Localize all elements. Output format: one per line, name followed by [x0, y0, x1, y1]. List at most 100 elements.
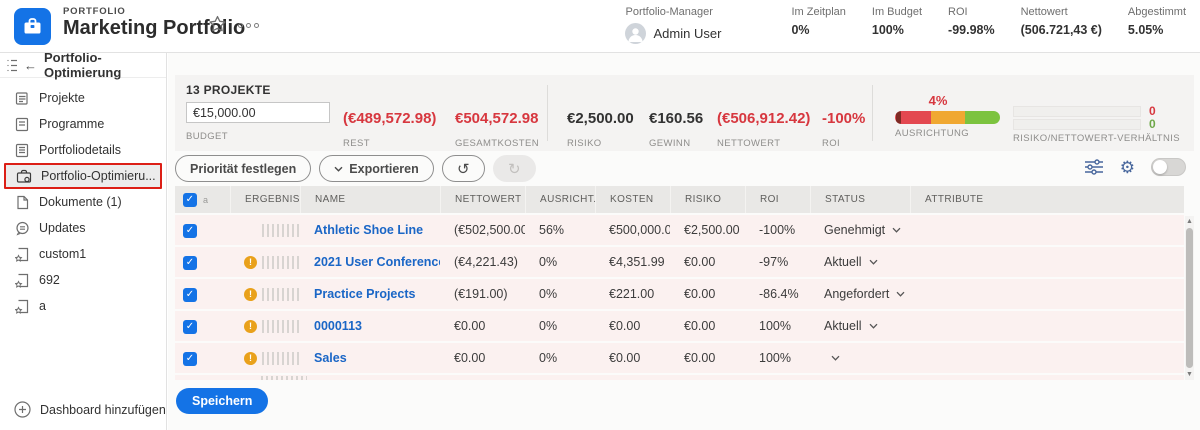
col-header-ergebnis[interactable]: ERGEBNIS: [230, 186, 300, 213]
kpi-gesamtkosten: €504,572.98 GESAMTKOSTEN: [455, 110, 539, 149]
col-header-name[interactable]: NAME: [300, 186, 440, 213]
custom-form-icon: [14, 299, 30, 314]
projects-table: ✓ a ERGEBNIS NAME NETTOWERT ↑ AUSRICHT..…: [175, 186, 1184, 380]
settings-gear-icon[interactable]: ⚙: [1119, 157, 1135, 177]
project-name-link[interactable]: 0000113: [314, 319, 362, 333]
status-dropdown[interactable]: Angefordert: [810, 287, 910, 301]
row-checkbox[interactable]: ✓: [183, 352, 197, 366]
risk-bar: [1013, 105, 1141, 117]
col-header-risiko[interactable]: RISIKO: [670, 186, 745, 213]
status-dropdown[interactable]: [810, 355, 910, 361]
status-dropdown[interactable]: Genehmigt: [810, 223, 910, 237]
stat-label: Portfolio-Manager: [625, 6, 713, 18]
kpi-value: (€506,912.42): [717, 110, 811, 127]
favorite-star-icon[interactable]: [208, 15, 227, 33]
project-name-link[interactable]: Athletic Shoe Line: [314, 223, 424, 237]
ergebnis-cell: !: [230, 287, 300, 301]
table-row: ✓ ! 2021 User Conference (€4,221.43) 0% …: [175, 247, 1184, 277]
save-button[interactable]: Speichern: [176, 388, 269, 414]
kpi-risiko: €2,500.00 RISIKO: [567, 110, 634, 149]
add-dashboard-label: Dashboard hinzufügen: [40, 402, 166, 417]
select-all-checkbox[interactable]: ✓: [183, 192, 197, 207]
redo-button[interactable]: ↻: [492, 155, 536, 182]
status-label: Aktuell: [824, 319, 862, 333]
risiko-cell: €0.00: [684, 351, 716, 365]
custom-form-icon: [14, 247, 30, 262]
roi-cell: 100%: [759, 319, 791, 333]
sidebar-item-portfoliodetails[interactable]: Portfoliodetails: [0, 137, 166, 163]
alignment-bar: [895, 111, 1000, 124]
row-checkbox[interactable]: ✓: [183, 320, 197, 334]
chevron-down-icon: [869, 323, 878, 329]
vertical-scrollbar[interactable]: ▲ ▼: [1185, 216, 1194, 380]
sidebar-item-programme[interactable]: Programme: [0, 111, 166, 137]
sidebar-item-label: 692: [39, 273, 60, 287]
export-button[interactable]: Exportieren: [319, 155, 434, 182]
row-checkbox[interactable]: ✓: [183, 224, 197, 238]
kpi-gewinn: €160.56 GEWINN: [649, 110, 703, 149]
more-options-icon[interactable]: [238, 23, 259, 28]
alignment-gauge: 4% AUSRICHTUNG: [895, 93, 1000, 139]
undo-button[interactable]: ↺: [441, 155, 485, 182]
col-header-kosten[interactable]: KOSTEN: [595, 186, 670, 213]
sidebar-item-projekte[interactable]: Projekte: [0, 85, 166, 111]
budget-input[interactable]: [186, 102, 330, 123]
scroll-up-arrow[interactable]: ▲: [1186, 218, 1193, 225]
row-checkbox[interactable]: ✓: [183, 288, 197, 302]
divider: [872, 85, 873, 141]
status-dropdown[interactable]: Aktuell: [810, 255, 910, 269]
ausrichtung-cell: 0%: [539, 255, 558, 269]
kpi-value: -100%: [822, 110, 866, 127]
ratio-label: RISIKO/NETTOWERT-VERHÄLTNIS: [1013, 133, 1181, 144]
set-priority-button[interactable]: Priorität festlegen: [175, 155, 312, 182]
status-label: Genehmigt: [824, 223, 886, 237]
net-value-stat: Nettowert (506.721,43 €): [1021, 6, 1102, 44]
projects-count: 13 PROJEKTE: [186, 83, 271, 97]
col-header-ausrichtung[interactable]: AUSRICHT...: [525, 186, 595, 213]
row-checkbox[interactable]: ✓: [183, 256, 197, 270]
sidebar-item-dokumente[interactable]: Dokumente (1): [0, 189, 166, 215]
back-arrow-icon[interactable]: ←: [24, 57, 37, 73]
projects-icon: [14, 91, 30, 106]
nav-list-icon[interactable]: [7, 59, 17, 72]
export-label: Exportieren: [349, 161, 419, 176]
sidebar-header: ← Portfolio-Optimierung: [0, 50, 166, 80]
redo-icon: ↻: [507, 160, 521, 178]
details-icon: [14, 143, 30, 158]
kpi-summary-band: 13 PROJEKTE BUDGET (€489,572.98) REST €5…: [175, 75, 1194, 151]
col-header-roi[interactable]: ROI: [745, 186, 810, 213]
alignment-marker: [896, 111, 901, 124]
scroll-down-arrow[interactable]: ▼: [1186, 371, 1193, 378]
result-histogram: [262, 255, 300, 269]
col-header-status[interactable]: STATUS: [810, 186, 910, 213]
kpi-label: ROI: [822, 138, 841, 149]
roi-cell: -100%: [759, 223, 796, 237]
filter-sliders-icon[interactable]: [1084, 159, 1104, 175]
sidebar-item-custom1[interactable]: custom1: [0, 241, 166, 267]
kpi-label: GEWINN: [649, 138, 691, 149]
sidebar-item-692[interactable]: 692: [0, 267, 166, 293]
project-name-link[interactable]: Practice Projects: [314, 287, 416, 301]
status-label: Aktuell: [824, 255, 862, 269]
status-dropdown[interactable]: Aktuell: [810, 319, 910, 333]
kpi-label: GESAMTKOSTEN: [455, 138, 539, 149]
view-toggle[interactable]: [1151, 158, 1186, 176]
risk-value: 0: [1149, 104, 1156, 118]
col-header-nettowert[interactable]: NETTOWERT ↑: [440, 186, 525, 213]
sidebar-item-portfolio-optimierung[interactable]: Portfolio-Optimieru...: [4, 163, 162, 189]
scrollbar-thumb[interactable]: [1186, 228, 1193, 368]
kpi-label: NETTOWERT: [717, 138, 781, 149]
nettowert-cell: (€502,500.00): [454, 223, 525, 237]
add-dashboard-button[interactable]: Dashboard hinzufügen: [14, 401, 166, 418]
project-name-link[interactable]: 2021 User Conference: [314, 255, 440, 269]
sidebar-item-updates[interactable]: Updates: [0, 215, 166, 241]
portfolio-manager-name[interactable]: Admin User: [653, 26, 722, 41]
sidebar-item-label: Dokumente (1): [39, 195, 122, 209]
warning-icon: !: [244, 287, 257, 301]
sidebar-item-a[interactable]: a: [0, 293, 166, 319]
warning-icon: !: [244, 351, 257, 365]
ergebnis-cell: [230, 223, 300, 237]
project-name-link[interactable]: Sales: [314, 351, 347, 365]
col-header-attribute[interactable]: ATTRIBUTE: [910, 186, 1184, 213]
documents-icon: [14, 195, 30, 210]
